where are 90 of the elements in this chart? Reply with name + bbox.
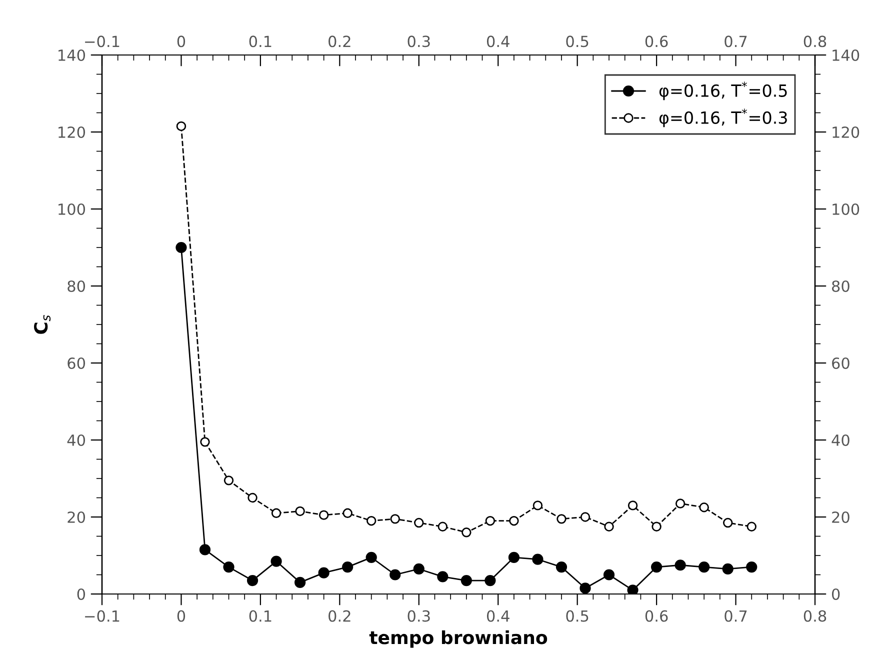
point (342, 508, 352, 518)
point (675, 498, 686, 508)
point (200, 437, 210, 447)
point (438, 522, 448, 532)
point (460, 574, 472, 586)
y-tick-label: 120 (58, 126, 86, 138)
point (580, 512, 590, 522)
x2-tick-label: 0.6 (645, 610, 668, 622)
y-tick-label: 100 (58, 203, 86, 216)
point (248, 492, 258, 503)
x-tick-label: 0.6 (645, 36, 668, 48)
point (603, 569, 615, 580)
point (556, 561, 568, 573)
y-tick-label: 40 (67, 434, 86, 446)
point (509, 516, 519, 526)
legend-label: φ=0.16, T$^{*}$=0.5 (659, 82, 787, 100)
x-tick-label: 0.1 (249, 36, 272, 48)
point (556, 514, 566, 524)
point (294, 576, 306, 588)
point (295, 506, 305, 516)
point (674, 560, 686, 571)
point (176, 242, 187, 254)
y2-tick-label: 40 (832, 434, 850, 446)
point (604, 522, 614, 532)
y2-tick-label: 0 (832, 588, 840, 600)
point (722, 518, 733, 528)
point (270, 556, 282, 567)
point (176, 121, 186, 132)
x2-tick-label: 0 (177, 610, 186, 622)
point (651, 561, 662, 573)
x-tick-label: 0.8 (804, 36, 826, 48)
x2-tick-label: 0.5 (566, 610, 588, 622)
x-tick-label: 0.4 (486, 36, 510, 48)
x-tick-label: 0.7 (724, 36, 747, 48)
point (746, 522, 756, 532)
point (318, 567, 330, 578)
y-tick-label: 80 (68, 280, 86, 292)
point (698, 561, 710, 573)
x-tick-label: −0.1 (85, 36, 120, 48)
point (722, 563, 734, 575)
x2-tick-label: 0.7 (724, 610, 747, 622)
y-tick-label: 20 (68, 511, 86, 524)
x2-tick-label: 0.2 (328, 610, 350, 622)
point (390, 569, 401, 580)
point (699, 502, 709, 512)
y2-tick-label: 120 (832, 126, 860, 138)
point (318, 510, 329, 520)
point (224, 476, 234, 486)
point (342, 561, 354, 573)
y-tick-label: 60 (68, 357, 86, 370)
point (462, 528, 472, 538)
point (628, 500, 638, 510)
point (223, 561, 234, 573)
x-tick-label: 0 (177, 36, 186, 48)
y-tick-label: 0 (77, 588, 86, 600)
y2-tick-label: 80 (832, 280, 850, 292)
point (652, 522, 662, 532)
point (413, 563, 424, 575)
point (366, 516, 376, 526)
point (414, 518, 424, 528)
point (390, 514, 400, 524)
point (437, 571, 448, 582)
point (484, 574, 496, 586)
x2-tick-label: 0.4 (486, 610, 510, 622)
point (246, 574, 258, 586)
point (746, 561, 758, 573)
x-tick-label: 0.2 (328, 36, 350, 48)
y2-tick-label: 100 (832, 203, 860, 216)
x2-tick-label: 0.8 (804, 610, 826, 622)
point (627, 584, 638, 594)
x2-tick-label: 0.1 (249, 610, 272, 622)
point (199, 544, 211, 556)
x-tick-label: 0.5 (566, 36, 588, 48)
y-tick-label: 140 (58, 49, 86, 62)
y2-tick-label: 20 (832, 511, 850, 524)
x2-tick-label: −0.1 (85, 610, 120, 622)
y-axis-title: C$_{s}$ (34, 315, 51, 334)
x-axis-title: tempo browniano (369, 630, 548, 648)
x-tick-label: 0.3 (408, 36, 430, 48)
point (271, 508, 282, 518)
point (580, 582, 591, 594)
y2-tick-label: 140 (832, 49, 860, 62)
legend-label: φ=0.16, T$^{*}$=0.3 (659, 108, 787, 128)
point (532, 554, 544, 565)
y2-tick-label: 60 (832, 357, 850, 370)
point (508, 552, 520, 563)
point (532, 500, 543, 510)
point (366, 552, 377, 563)
x2-tick-label: 0.3 (408, 610, 430, 622)
point (485, 516, 496, 526)
